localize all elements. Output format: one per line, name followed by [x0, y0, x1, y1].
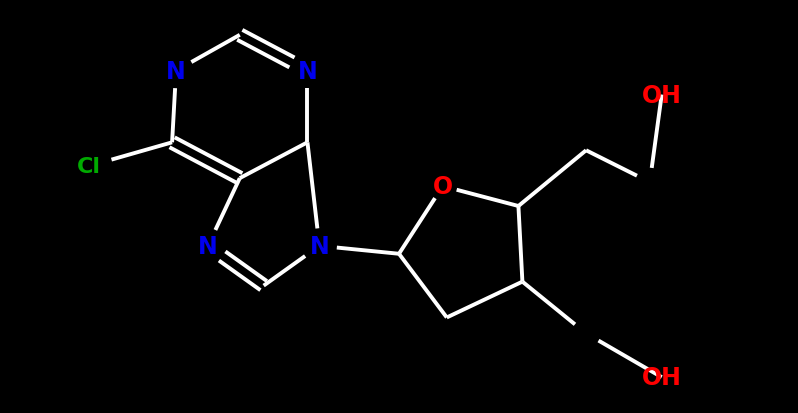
Text: N: N	[310, 234, 330, 258]
Text: OH: OH	[642, 365, 681, 389]
Text: Cl: Cl	[77, 157, 101, 177]
Text: N: N	[198, 234, 218, 258]
Text: N: N	[298, 59, 318, 83]
Text: N: N	[166, 59, 186, 83]
Text: O: O	[433, 175, 452, 199]
Text: OH: OH	[642, 83, 681, 107]
